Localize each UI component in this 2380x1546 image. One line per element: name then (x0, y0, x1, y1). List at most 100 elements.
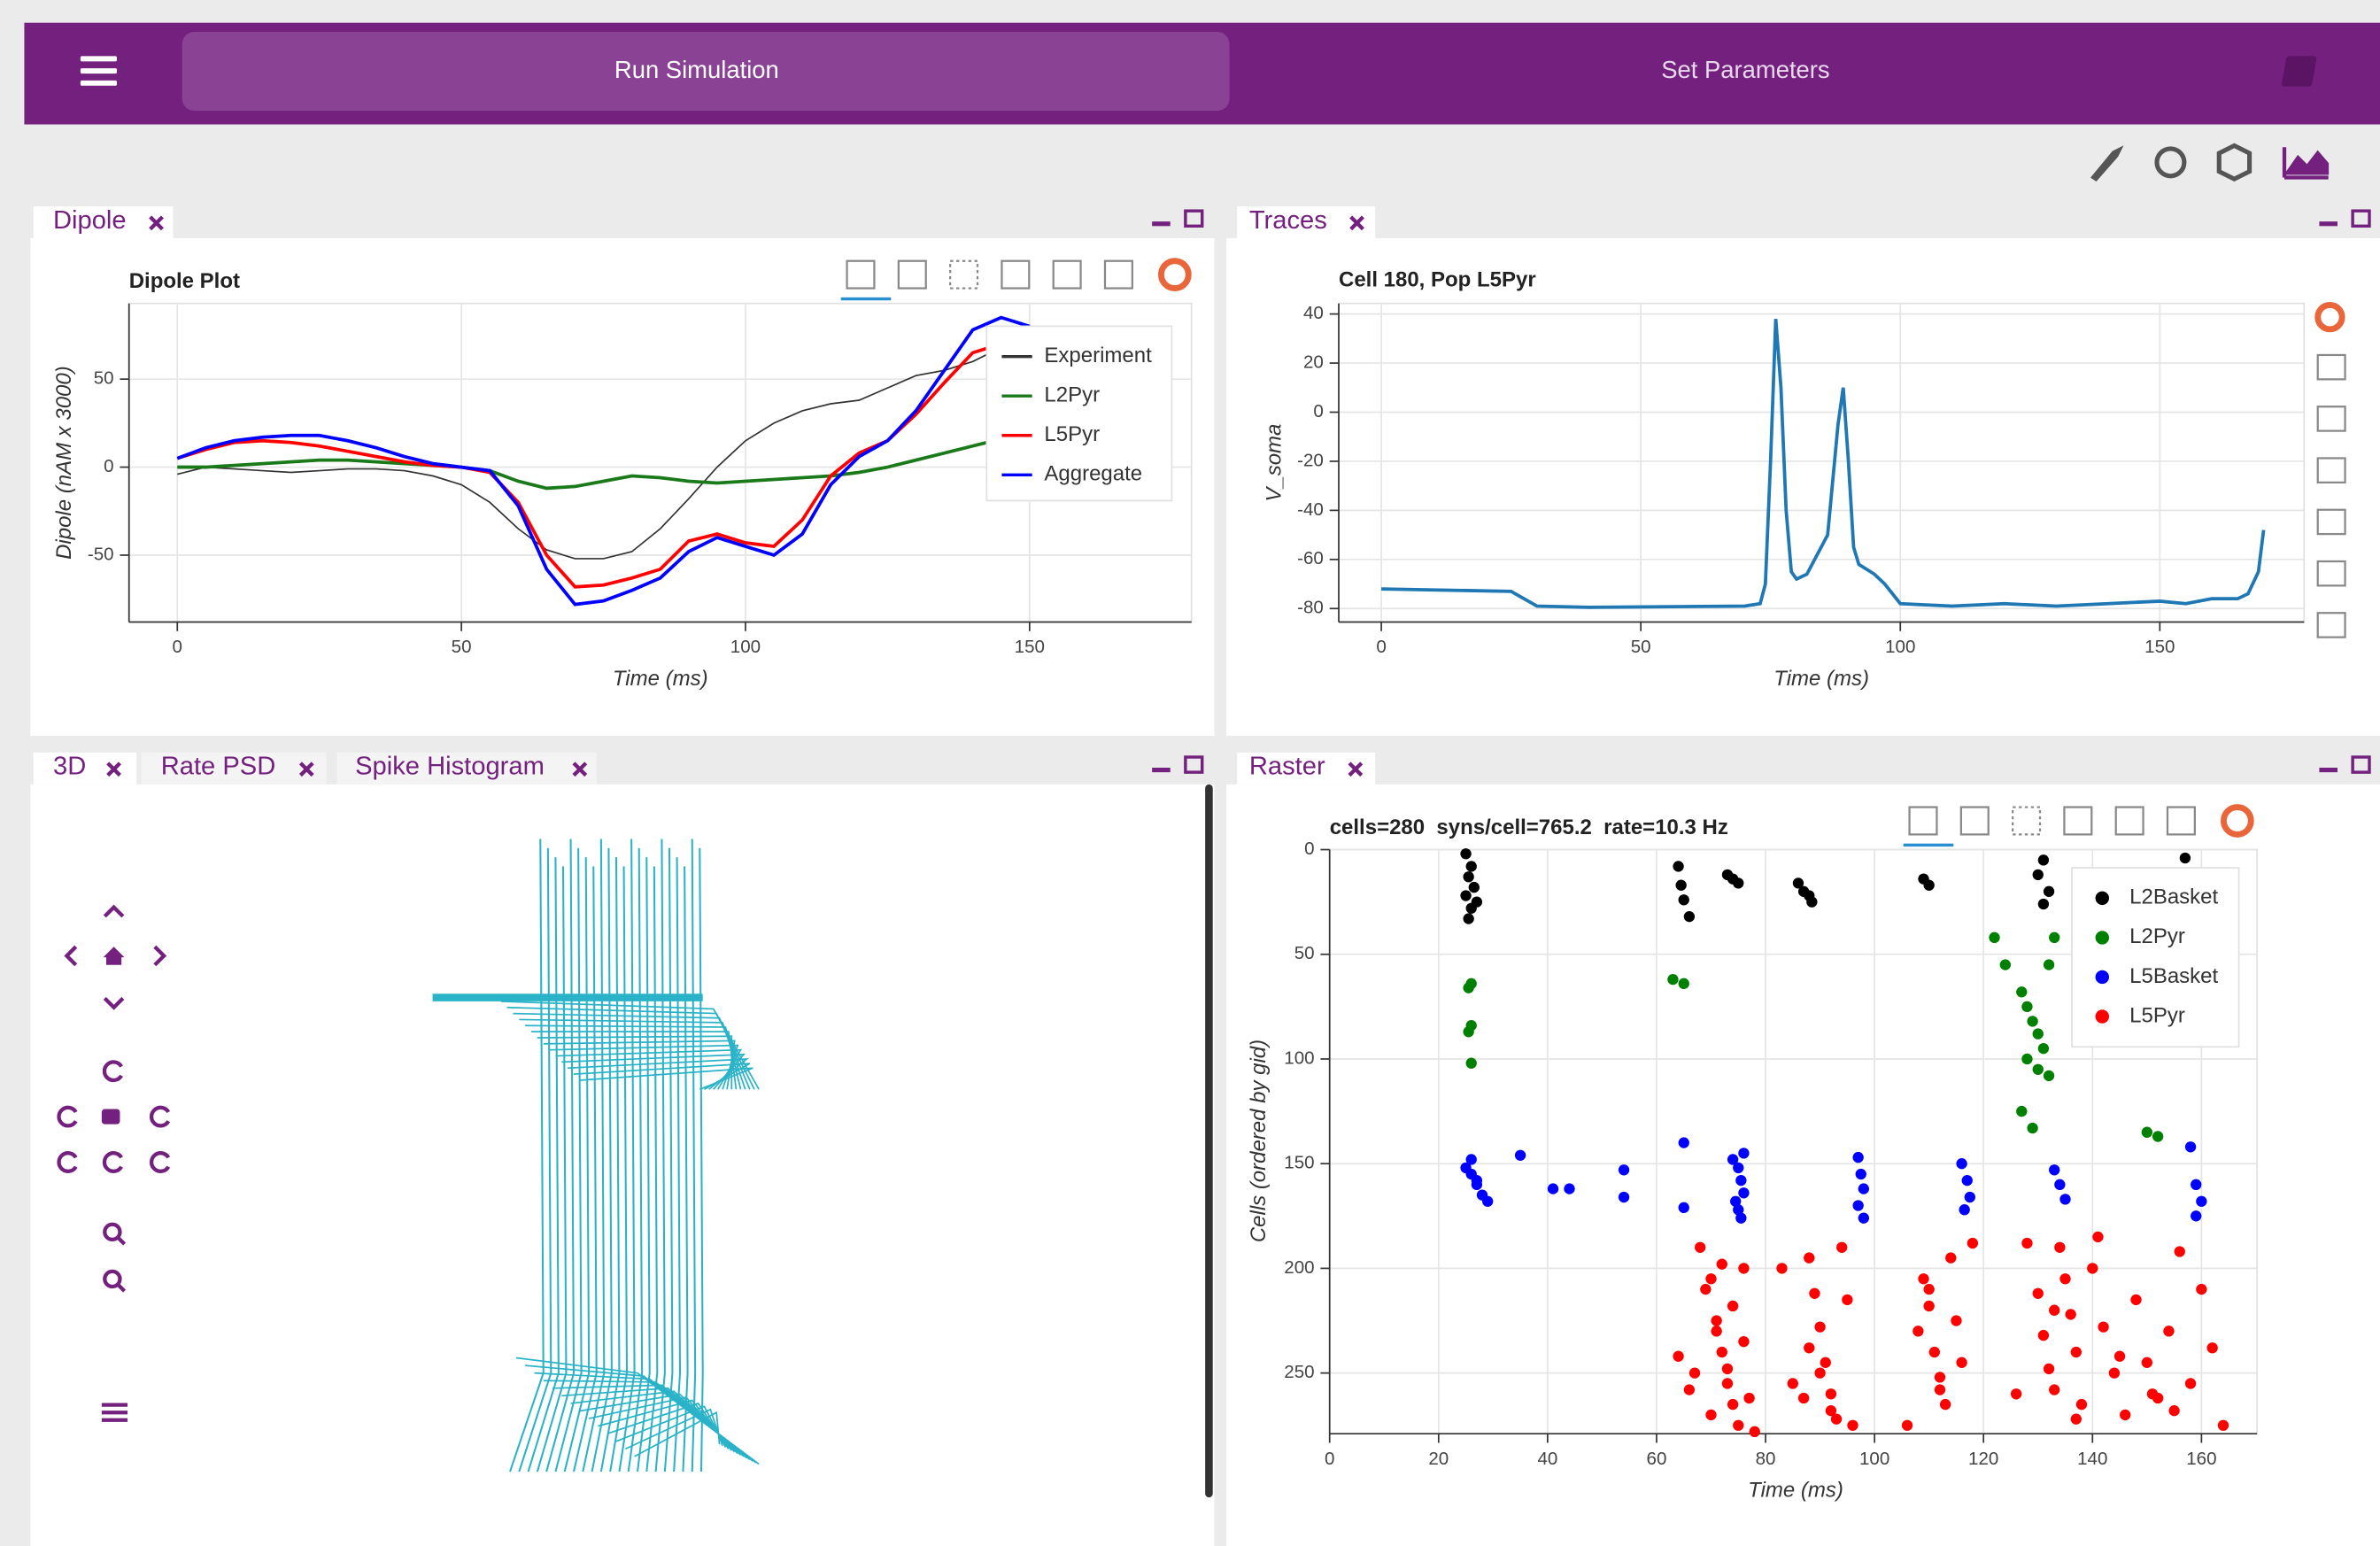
spike-point (1738, 1187, 1749, 1198)
x-axis-label: Time (ms) (613, 667, 708, 691)
spike-point (1684, 1384, 1695, 1395)
spike-point (2120, 1410, 2130, 1420)
spike-point (1705, 1410, 1716, 1420)
spike-point (2059, 1194, 2070, 1204)
spike-point (2038, 899, 2049, 909)
spike-point (2142, 1357, 2152, 1368)
spike-point (1820, 1357, 1831, 1368)
tab-label[interactable]: Rate PSD (161, 753, 276, 781)
menu-button[interactable] (81, 56, 117, 85)
spike-point (2033, 1064, 2044, 1075)
legend-label[interactable]: Aggregate (1044, 462, 1142, 486)
spike-point (1466, 903, 1477, 914)
legend-label[interactable]: L5Pyr (1044, 422, 1100, 446)
spike-point (2185, 1141, 2196, 1152)
spike-point (1858, 1213, 1869, 1224)
spike-point (2076, 1399, 2087, 1410)
spike-point (1923, 880, 1934, 891)
y-tick-label: 200 (1284, 1257, 1314, 1278)
minimize-icon[interactable] (1152, 768, 1171, 772)
legend-label[interactable]: L2Basket (2129, 885, 2218, 909)
legend-label[interactable]: L2Pyr (1044, 383, 1100, 407)
minimize-icon[interactable] (2319, 221, 2338, 226)
spike-point (1856, 1169, 1866, 1179)
tab-label[interactable]: Traces (1249, 206, 1327, 235)
spike-point (2033, 1028, 2044, 1039)
spike-point (1722, 1378, 1733, 1388)
spike-point (2191, 1210, 2201, 1221)
spike-point (1679, 978, 1689, 989)
spike-point (2175, 1246, 2185, 1256)
spike-point (1923, 1284, 1934, 1295)
spike-point (1679, 894, 1689, 905)
spike-point (2218, 1420, 2229, 1431)
scrollbar[interactable] (1205, 785, 1213, 1497)
legend-swatch (2096, 1009, 2109, 1023)
book-icon[interactable] (2281, 56, 2316, 86)
x-tick-label: 150 (1015, 637, 1045, 657)
spike-point (1738, 1148, 1749, 1158)
spike-point (1912, 1326, 1923, 1336)
spike-point (1776, 1263, 1787, 1273)
legend-label[interactable]: L5Basket (2129, 964, 2218, 988)
y-tick-label: 50 (1294, 943, 1315, 963)
tab-label[interactable]: Raster (1249, 753, 1325, 781)
tab-label[interactable]: Run Simulation (614, 56, 779, 83)
x-tick-label: 100 (1885, 637, 1915, 657)
spike-point (2049, 932, 2059, 943)
spike-point (1717, 1259, 1727, 1270)
tab-label[interactable]: Spike Histogram (355, 753, 545, 781)
spike-point (2033, 1288, 2044, 1299)
x-tick-label: 150 (2144, 637, 2175, 657)
spike-point (1463, 982, 1473, 993)
spike-point (1463, 913, 1473, 924)
spike-point (1466, 861, 1477, 871)
spike-point (1667, 974, 1678, 985)
spike-point (1700, 1284, 1711, 1295)
spike-point (1826, 1405, 1836, 1416)
spike-point (2168, 1405, 2179, 1416)
spike-point (1727, 1301, 1738, 1311)
legend-swatch (2096, 970, 2109, 984)
tab-label[interactable]: Dipole (53, 206, 127, 235)
x-tick-label: 0 (1376, 637, 1386, 657)
spike-point (1733, 877, 1743, 888)
legend-swatch (2096, 892, 2109, 905)
legend-label[interactable]: Experiment (1044, 344, 1152, 367)
spike-point (2092, 1232, 2103, 1242)
spike-point (2021, 1054, 2032, 1064)
spike-point (2071, 1347, 2082, 1357)
minimize-icon[interactable] (2319, 768, 2338, 772)
spike-point (2021, 1238, 2032, 1248)
spike-point (2044, 1071, 2054, 1081)
x-tick-label: 20 (1428, 1449, 1449, 1469)
spike-point (1989, 932, 1999, 943)
spike-point (1743, 1393, 1754, 1403)
spike-point (1722, 1364, 1733, 1374)
camera-icon[interactable] (102, 1109, 120, 1125)
spike-point (2038, 1330, 2049, 1341)
spike-point (2016, 1106, 2027, 1117)
spike-point (1695, 1242, 1705, 1253)
spike-point (2054, 1179, 2065, 1190)
spike-point (2163, 1326, 2174, 1336)
spike-point (1673, 861, 1683, 871)
tab-label[interactable]: 3D (53, 753, 86, 781)
spike-point (1788, 1378, 1798, 1388)
legend-label[interactable]: L5Pyr (2129, 1003, 2185, 1027)
spike-point (1466, 1058, 1477, 1069)
tab-label[interactable]: Set Parameters (1661, 56, 1829, 83)
minimize-icon[interactable] (1152, 221, 1171, 226)
legend-label[interactable]: L2Pyr (2129, 924, 2185, 948)
spike-point (1472, 1175, 1482, 1186)
y-tick-label: -60 (1297, 548, 1324, 568)
spike-point (2027, 1016, 2037, 1026)
spike-point (1469, 882, 1480, 893)
spike-point (1945, 1252, 1956, 1263)
spike-point (1847, 1420, 1858, 1431)
x-axis-label: Time (ms) (1748, 1479, 1843, 1503)
spike-point (1735, 1175, 1746, 1186)
spike-point (1619, 1164, 1629, 1175)
spike-point (2152, 1131, 2163, 1141)
spike-point (1809, 1288, 1820, 1299)
